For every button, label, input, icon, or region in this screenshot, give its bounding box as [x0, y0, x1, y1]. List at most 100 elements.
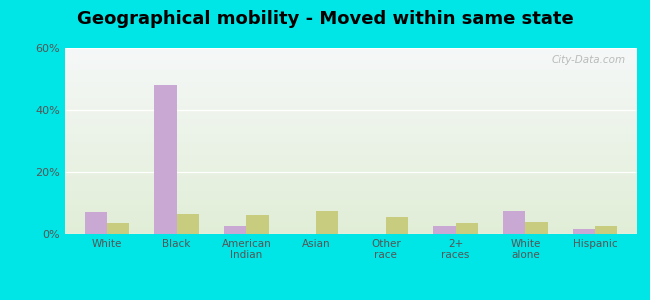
- Bar: [65, 150, 637, 151]
- Bar: [65, 209, 637, 210]
- Bar: [65, 89, 637, 90]
- Bar: [65, 92, 637, 93]
- Bar: [65, 203, 637, 204]
- Bar: [65, 173, 637, 175]
- Bar: [434, 226, 456, 234]
- Bar: [65, 147, 637, 148]
- Bar: [65, 136, 637, 137]
- Bar: [65, 118, 637, 119]
- Bar: [65, 122, 637, 123]
- Bar: [65, 218, 637, 219]
- Bar: [65, 159, 637, 160]
- Bar: [65, 165, 637, 166]
- Bar: [65, 185, 637, 186]
- Bar: [65, 87, 637, 88]
- Bar: [316, 211, 339, 234]
- Text: City-Data.com: City-Data.com: [551, 56, 625, 65]
- Bar: [65, 196, 637, 197]
- Bar: [65, 50, 637, 51]
- Bar: [65, 221, 637, 222]
- Bar: [65, 121, 637, 122]
- Bar: [65, 180, 637, 181]
- Bar: [65, 141, 637, 142]
- Bar: [65, 160, 637, 161]
- Bar: [65, 161, 637, 162]
- Bar: [65, 113, 637, 114]
- Bar: [65, 88, 637, 89]
- Bar: [84, 212, 107, 234]
- Bar: [65, 73, 637, 74]
- Bar: [65, 198, 637, 199]
- Bar: [525, 222, 548, 234]
- Bar: [65, 127, 637, 128]
- Bar: [65, 103, 637, 104]
- Bar: [65, 84, 637, 85]
- Bar: [65, 96, 637, 97]
- Bar: [65, 206, 637, 207]
- Bar: [65, 152, 637, 153]
- Bar: [65, 116, 637, 117]
- Bar: [65, 132, 637, 133]
- Bar: [65, 75, 637, 76]
- Bar: [65, 186, 637, 187]
- Bar: [65, 154, 637, 155]
- Bar: [65, 106, 637, 107]
- Bar: [65, 53, 637, 54]
- Bar: [65, 188, 637, 189]
- Bar: [246, 215, 268, 234]
- Bar: [65, 184, 637, 185]
- Bar: [65, 111, 637, 112]
- Bar: [65, 202, 637, 203]
- Bar: [65, 226, 637, 227]
- Bar: [65, 212, 637, 213]
- Bar: [65, 100, 637, 101]
- Bar: [65, 153, 637, 154]
- Bar: [65, 69, 637, 70]
- Bar: [65, 167, 637, 168]
- Bar: [65, 145, 637, 146]
- Bar: [65, 123, 637, 124]
- Bar: [154, 85, 177, 234]
- Bar: [65, 228, 637, 229]
- Bar: [65, 95, 637, 96]
- Bar: [65, 49, 637, 50]
- Bar: [65, 115, 637, 116]
- Bar: [65, 205, 637, 206]
- Bar: [65, 151, 637, 152]
- Bar: [65, 85, 637, 86]
- Bar: [65, 90, 637, 91]
- Bar: [65, 98, 637, 99]
- Bar: [65, 193, 637, 194]
- Bar: [65, 62, 637, 63]
- Bar: [65, 86, 637, 87]
- Bar: [503, 211, 525, 234]
- Bar: [65, 217, 637, 218]
- Bar: [65, 58, 637, 59]
- Bar: [65, 64, 637, 65]
- Bar: [65, 155, 637, 156]
- Bar: [65, 157, 637, 158]
- Bar: [65, 114, 637, 115]
- Bar: [65, 149, 637, 150]
- Bar: [65, 223, 637, 224]
- Bar: [65, 216, 637, 217]
- Bar: [65, 126, 637, 127]
- Bar: [65, 63, 637, 64]
- Bar: [65, 224, 637, 225]
- Bar: [573, 229, 595, 234]
- Bar: [65, 76, 637, 77]
- Bar: [65, 78, 637, 79]
- Bar: [65, 54, 637, 55]
- Bar: [65, 112, 637, 113]
- Bar: [65, 48, 637, 49]
- Bar: [65, 166, 637, 167]
- Bar: [65, 74, 637, 75]
- Bar: [65, 170, 637, 171]
- Bar: [65, 189, 637, 190]
- Bar: [65, 102, 637, 103]
- Bar: [65, 156, 637, 157]
- Bar: [65, 82, 637, 83]
- Bar: [65, 168, 637, 169]
- Bar: [65, 134, 637, 135]
- Bar: [65, 71, 637, 72]
